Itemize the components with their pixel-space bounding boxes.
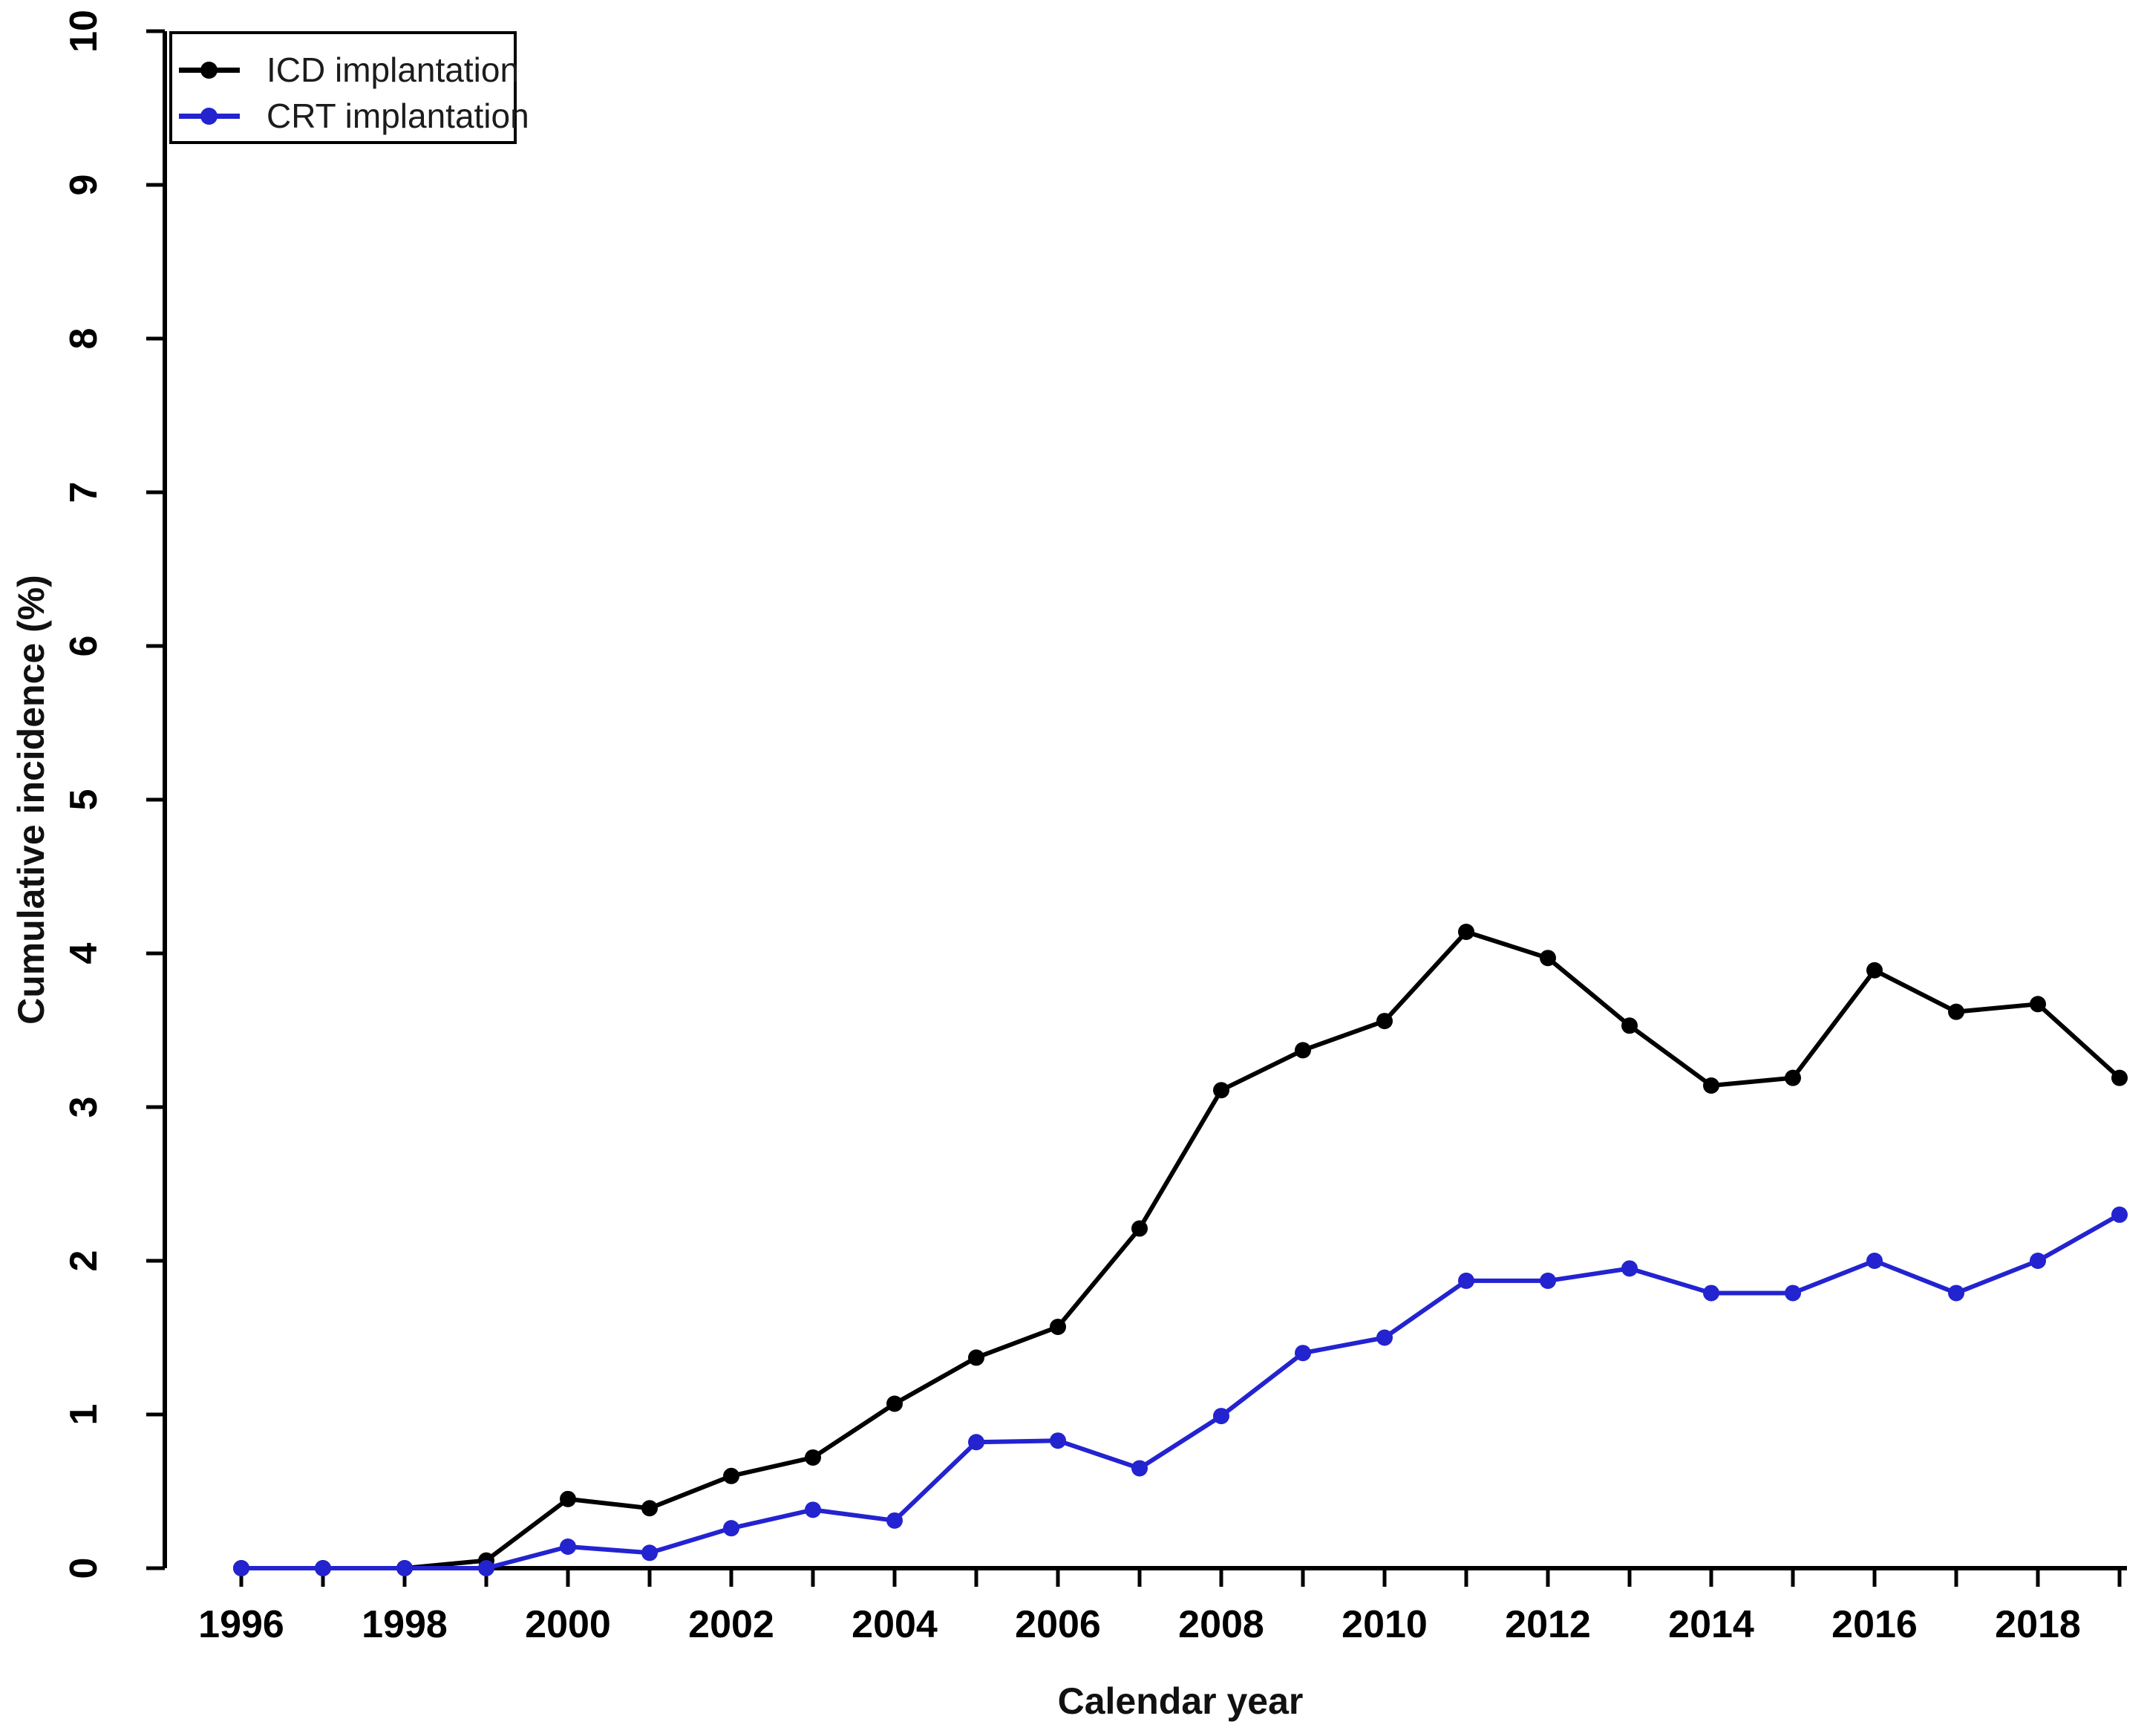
crt-data-point (968, 1434, 984, 1451)
icd-line-sample (179, 61, 240, 79)
y-tick-label: 3 (62, 1097, 105, 1118)
x-tick-label: 2006 (1015, 1603, 1101, 1646)
x-axis-title: Calendar year (1057, 1680, 1304, 1722)
crt-marker-icon (200, 107, 218, 125)
y-tick-label: 9 (62, 174, 105, 196)
crt-line-sample (179, 107, 240, 125)
crt-data-point (641, 1544, 658, 1562)
icd-data-point (1540, 950, 1556, 967)
icd-data-point (723, 1467, 739, 1484)
crt-data-point (723, 1520, 739, 1537)
crt-data-point (560, 1538, 576, 1556)
crt-data-point (886, 1512, 903, 1529)
x-tick-label: 2016 (1831, 1603, 1918, 1646)
crt-data-point (1131, 1460, 1148, 1477)
icd-series-line (239, 930, 2122, 1570)
x-tick-label: 2004 (852, 1603, 938, 1646)
icd-data-point (1131, 1220, 1148, 1237)
icd-data-point (1785, 1069, 1801, 1086)
crt-data-point (1295, 1345, 1311, 1362)
y-tick-label: 10 (62, 10, 105, 53)
crt-data-point (1948, 1285, 1964, 1302)
icd-marker-icon (200, 61, 218, 79)
icd-data-point (560, 1490, 576, 1507)
crt-data-point (478, 1560, 494, 1576)
crt-data-point (1621, 1260, 1638, 1277)
crt-data-point (1376, 1329, 1393, 1346)
y-tick-label: 8 (62, 328, 105, 350)
crt-series-line (239, 1212, 2122, 1570)
icd-data-point (2111, 1069, 2128, 1086)
x-tick-label: 2014 (1668, 1603, 1754, 1646)
crt-data-point (2111, 1206, 2128, 1223)
y-axis-title: Cumulative incidence (%) (10, 575, 52, 1025)
y-tick-label: 1 (62, 1404, 105, 1426)
x-tick-label: 2008 (1178, 1603, 1264, 1646)
legend: ICD implantation CRT implantation (169, 31, 529, 144)
x-tick-label: 2010 (1342, 1603, 1428, 1646)
crt-data-point (315, 1560, 331, 1576)
icd-data-point (1621, 1017, 1638, 1034)
icd-data-point (968, 1349, 984, 1366)
crt-data-point (1703, 1285, 1719, 1302)
x-tick-label: 2002 (688, 1603, 774, 1646)
icd-data-point (2030, 996, 2046, 1013)
x-tick-label: 2018 (1995, 1603, 2081, 1646)
icd-data-point (1050, 1319, 1066, 1336)
crt-data-point (805, 1501, 821, 1518)
icd-data-point (1458, 924, 1474, 941)
legend-label-crt: CRT implantation (267, 97, 529, 135)
crt-data-point (1458, 1272, 1474, 1289)
icd-data-point (1213, 1082, 1229, 1099)
crt-data-point (233, 1560, 249, 1576)
crt-data-point (396, 1560, 413, 1576)
crt-data-point (1866, 1253, 1883, 1269)
icd-data-point (1948, 1003, 1964, 1020)
legend-label-icd: ICD implantation (267, 50, 520, 89)
crt-data-point (1050, 1432, 1066, 1449)
x-tick-label: 2012 (1505, 1603, 1591, 1646)
y-tick-label: 5 (62, 789, 105, 811)
icd-data-point (1376, 1013, 1393, 1030)
icd-data-point (886, 1395, 903, 1412)
icd-data-point (805, 1449, 821, 1466)
crt-data-point (1213, 1408, 1229, 1425)
y-tick-label: 6 (62, 636, 105, 657)
y-tick-label: 0 (62, 1558, 105, 1579)
x-tick-label: 1996 (198, 1603, 284, 1646)
crt-data-point (1540, 1272, 1556, 1289)
icd-data-point (641, 1500, 658, 1517)
y-tick-label: 2 (62, 1250, 105, 1272)
icd-data-point (1295, 1042, 1311, 1059)
crt-data-point (2030, 1253, 2046, 1269)
icd-data-point (1703, 1077, 1719, 1094)
legend-entry-crt: CRT implantation (179, 98, 529, 134)
legend-entry-icd: ICD implantation (179, 52, 519, 88)
icd-data-point (1866, 962, 1883, 979)
y-tick-label: 7 (62, 482, 105, 503)
x-tick-label: 2000 (525, 1603, 611, 1646)
x-tick-label: 1998 (362, 1603, 448, 1646)
crt-data-point (1785, 1285, 1801, 1302)
y-tick-label: 4 (62, 942, 105, 964)
